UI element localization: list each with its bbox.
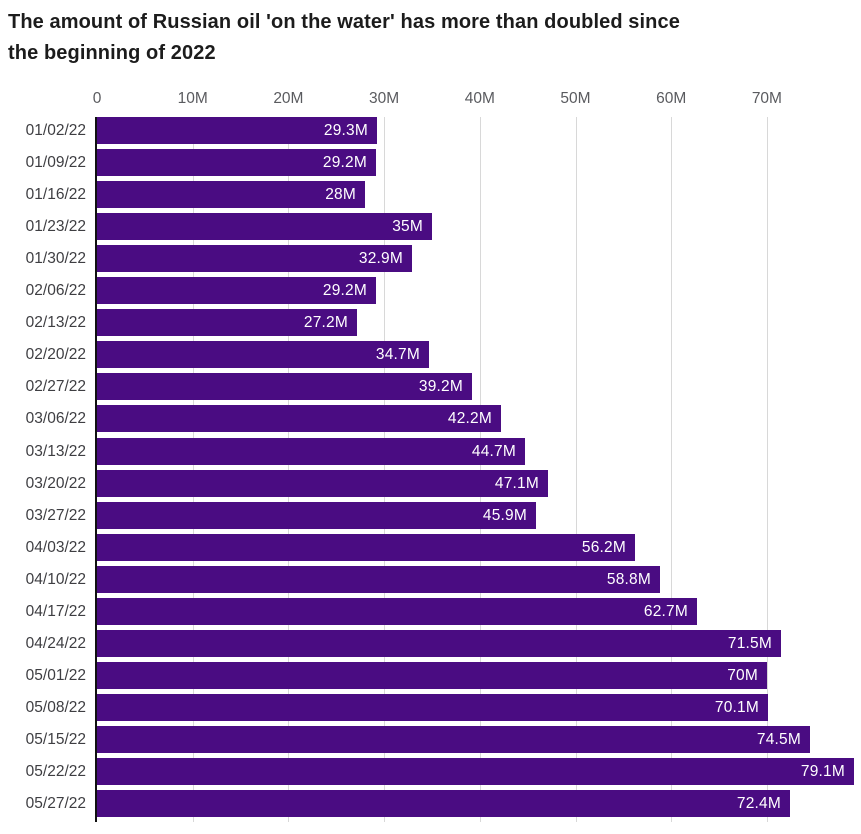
- x-tick-label: 70M: [751, 90, 782, 107]
- category-label: 01/23/22: [25, 218, 86, 235]
- bar-value-label: 70M: [727, 666, 758, 684]
- category-label: 04/24/22: [25, 635, 86, 652]
- bar-value-label: 56.2M: [581, 538, 626, 556]
- bar-value-label: 79.1M: [800, 762, 845, 780]
- category-label: 01/09/22: [25, 154, 86, 171]
- category-label: 01/02/22: [25, 122, 86, 139]
- bar: 29.2M: [97, 149, 376, 176]
- bar: 42.2M: [97, 405, 501, 432]
- bar: 28M: [97, 181, 365, 208]
- chart-title: The amount of Russian oil 'on the water'…: [8, 7, 838, 69]
- bar-value-label: 34.7M: [375, 345, 420, 363]
- bar: 70M: [97, 662, 767, 689]
- bar-value-label: 45.9M: [482, 506, 527, 524]
- category-label: 01/16/22: [25, 186, 86, 203]
- bar-value-label: 39.2M: [418, 377, 463, 395]
- bar-value-label: 29.3M: [323, 121, 368, 139]
- category-label: 03/27/22: [25, 507, 86, 524]
- x-tick-label: 20M: [273, 90, 304, 107]
- gridline: [288, 117, 290, 822]
- bar: 39.2M: [97, 373, 472, 400]
- bar-value-label: 47.1M: [494, 474, 539, 492]
- gridline: [192, 117, 194, 822]
- bar: 58.8M: [97, 566, 660, 593]
- bar-value-label: 70.1M: [714, 698, 759, 716]
- bar: 72.4M: [97, 790, 790, 817]
- bar: 44.7M: [97, 438, 525, 465]
- category-label: 05/27/22: [25, 795, 86, 812]
- category-label: 02/20/22: [25, 346, 86, 363]
- bar: 45.9M: [97, 502, 536, 529]
- x-tick-label: 10M: [177, 90, 208, 107]
- category-label: 04/03/22: [25, 539, 86, 556]
- category-label: 02/27/22: [25, 378, 86, 395]
- bar-value-label: 58.8M: [606, 570, 651, 588]
- bar: 74.5M: [97, 726, 810, 753]
- x-tick-label: 30M: [369, 90, 400, 107]
- bar-value-label: 62.7M: [643, 602, 688, 620]
- bar: 56.2M: [97, 534, 635, 561]
- bar-value-label: 35M: [392, 217, 423, 235]
- plot-area: 01/02/22 29.3M 01/09/22 29.2M 01/16/22 28M 01/…: [0, 117, 861, 822]
- bar: 70.1M: [97, 694, 768, 721]
- category-label: 05/08/22: [25, 699, 86, 716]
- bar: 71.5M: [97, 630, 781, 657]
- bar-value-label: 42.2M: [447, 409, 492, 427]
- bar: 32.9M: [97, 245, 412, 272]
- bar-value-label: 32.9M: [358, 249, 403, 267]
- gridline: [384, 117, 386, 822]
- bar-value-label: 71.5M: [727, 634, 772, 652]
- bar: 29.3M: [97, 117, 377, 144]
- bar: 62.7M: [97, 598, 697, 625]
- gridline: [575, 117, 577, 822]
- category-label: 03/06/22: [25, 410, 86, 427]
- chart-title-line2: the beginning of 2022: [8, 42, 216, 64]
- x-tick-label: 60M: [656, 90, 687, 107]
- bar: 79.1M: [97, 758, 854, 785]
- category-label: 04/10/22: [25, 571, 86, 588]
- bar-value-label: 29.2M: [322, 281, 367, 299]
- category-label: 01/30/22: [25, 250, 86, 267]
- x-tick-label: 0: [92, 90, 102, 107]
- bar-value-label: 29.2M: [322, 153, 367, 171]
- category-label: 02/06/22: [25, 282, 86, 299]
- chart-title-line1: The amount of Russian oil 'on the water'…: [8, 11, 680, 33]
- category-label: 04/17/22: [25, 603, 86, 620]
- bar-value-label: 44.7M: [471, 442, 516, 460]
- bar: 47.1M: [97, 470, 548, 497]
- bar-value-label: 72.4M: [736, 794, 781, 812]
- category-label: 02/13/22: [25, 314, 86, 331]
- category-label: 05/15/22: [25, 731, 86, 748]
- bar: 29.2M: [97, 277, 376, 304]
- bar: 34.7M: [97, 341, 429, 368]
- y-axis-line: [95, 117, 97, 822]
- bar-value-label: 27.2M: [303, 313, 348, 331]
- gridline: [671, 117, 673, 822]
- category-label: 03/13/22: [25, 443, 86, 460]
- x-tick-label: 50M: [560, 90, 591, 107]
- gridline: [479, 117, 481, 822]
- category-label: 03/20/22: [25, 475, 86, 492]
- x-tick-label: 40M: [464, 90, 495, 107]
- category-label: 05/22/22: [25, 763, 86, 780]
- bar: 35M: [97, 213, 432, 240]
- bar: 27.2M: [97, 309, 357, 336]
- bar-value-label: 74.5M: [756, 730, 801, 748]
- bar-value-label: 28M: [325, 185, 356, 203]
- category-label: 05/01/22: [25, 667, 86, 684]
- gridline: [766, 117, 768, 822]
